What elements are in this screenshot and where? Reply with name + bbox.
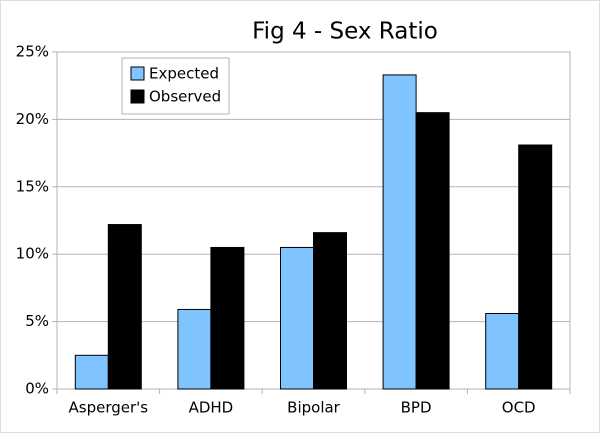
y-tick-label: 10% [16,245,49,263]
legend-label: Expected [149,65,219,83]
bar [485,313,520,390]
y-tick-label: 25% [16,43,49,61]
bar [313,232,347,390]
y-tick-label: 0% [25,380,49,398]
chart-title: Fig 4 - Sex Ratio [252,19,438,45]
bar [177,308,212,390]
x-tick-label: Bipolar [287,399,341,417]
bar [74,354,109,390]
bar [382,74,417,390]
bar [415,112,450,390]
bar [518,144,553,390]
y-tick-label: 5% [25,312,49,330]
x-tick-label: OCD [502,399,536,417]
x-tick-label: ADHD [189,399,234,417]
bar [280,246,314,390]
bar [107,224,142,390]
legend-label: Observed [149,88,221,106]
y-tick-label: 15% [16,177,49,195]
legend-swatch [130,89,145,104]
bar [210,246,245,390]
x-tick-label: Asperger's [69,399,149,417]
x-tick-label: BPD [401,399,432,417]
legend-swatch [130,66,145,81]
y-tick-label: 20% [16,110,49,128]
